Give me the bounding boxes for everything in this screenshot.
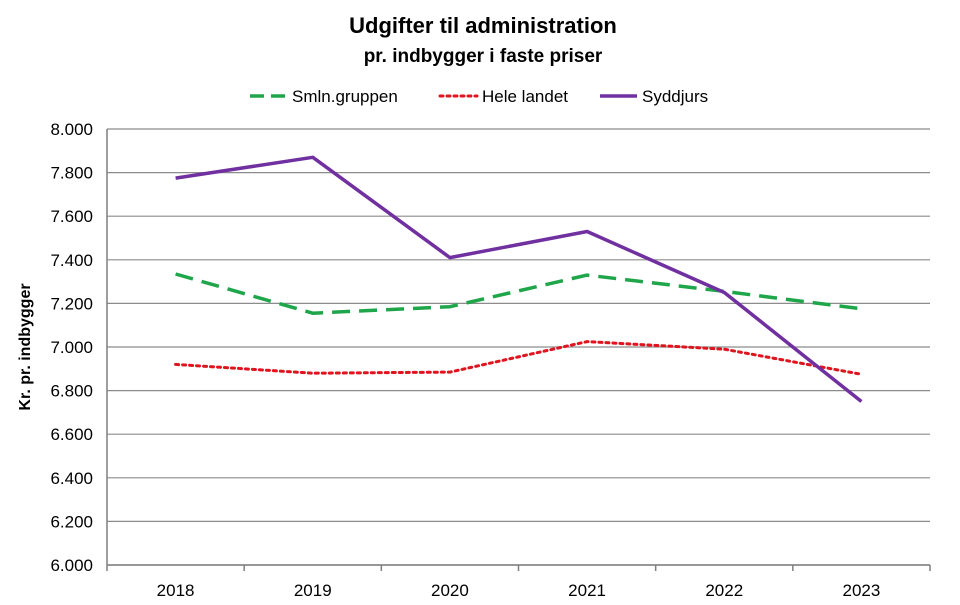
y-tick-label: 7.800 <box>50 164 93 183</box>
legend: Smln.gruppen Hele landet Syddjurs <box>250 87 708 106</box>
legend-label: Smln.gruppen <box>292 87 398 106</box>
x-tick-label: 2022 <box>705 581 743 600</box>
y-tick-label: 6.200 <box>50 512 93 531</box>
y-tick-labels: 6.000 6.200 6.400 6.600 6.800 7.000 7.200 7.400… <box>50 120 93 575</box>
y-tick-label: 7.200 <box>50 294 93 313</box>
series-line-hele-landet <box>174 340 863 376</box>
y-tick-label: 6.000 <box>50 556 93 575</box>
legend-label: Hele landet <box>482 87 568 106</box>
chart-subtitle: pr. indbygger i faste priser <box>364 46 603 67</box>
y-tick-label: 7.000 <box>50 338 93 357</box>
y-tick-label: 7.600 <box>50 207 93 226</box>
chart-title: Udgifter til administration <box>349 13 617 38</box>
y-tick-label: 6.800 <box>50 382 93 401</box>
y-axis-label: Kr. pr. indbygger <box>17 283 34 410</box>
y-tick-label: 7.400 <box>50 251 93 270</box>
y-tick-label: 8.000 <box>50 120 93 139</box>
x-tick-label: 2019 <box>294 581 332 600</box>
x-tick-label: 2021 <box>568 581 606 600</box>
series-line-smln-gruppen <box>175 272 862 315</box>
x-tick-label: 2018 <box>157 581 195 600</box>
y-tick-label: 6.400 <box>50 469 93 488</box>
series-lines <box>174 155 863 403</box>
legend-label: Syddjurs <box>642 87 708 106</box>
y-tick-label: 6.600 <box>50 425 93 444</box>
x-tick-label: 2020 <box>431 581 469 600</box>
axes <box>106 129 931 571</box>
x-tick-labels: 2018 2019 2020 2021 2022 2023 <box>157 581 881 600</box>
x-tick-label: 2023 <box>843 581 881 600</box>
series-line-syddjurs <box>175 155 863 403</box>
gridlines <box>107 128 930 566</box>
